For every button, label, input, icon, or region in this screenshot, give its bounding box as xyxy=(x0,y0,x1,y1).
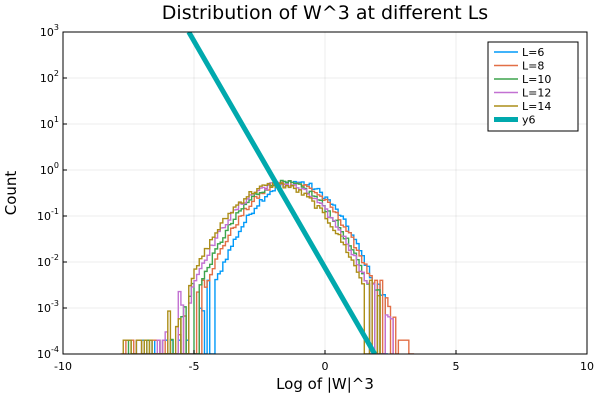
x-tick-label: 5 xyxy=(453,360,460,373)
legend-label: L=6 xyxy=(522,46,544,59)
x-tick-label: -5 xyxy=(189,360,200,373)
x-tick-label: -10 xyxy=(54,360,72,373)
legend-label: L=12 xyxy=(522,87,551,100)
y-tick-label: 103 xyxy=(40,23,59,39)
series-y6 xyxy=(186,32,377,354)
y-tick-label: 10-1 xyxy=(37,207,59,223)
y-axis-label: Count xyxy=(2,171,20,216)
legend-box xyxy=(487,41,579,132)
y-tick-label: 101 xyxy=(40,115,59,131)
legend-label: L=14 xyxy=(522,100,551,113)
y-tick-label: 102 xyxy=(40,69,59,85)
y-tick-label: 10-4 xyxy=(37,345,59,361)
legend-label: y6 xyxy=(522,114,536,127)
legend-label: L=10 xyxy=(522,73,551,86)
y-axis-ticks: 10-4 10-3 10-2 10-1 100 101 102 103 xyxy=(37,23,67,361)
x-axis-ticks: -10 -5 0 5 10 xyxy=(54,350,594,373)
y-tick-label: 10-2 xyxy=(37,253,59,269)
series-l-12 xyxy=(133,181,394,354)
chart-title: Distribution of W^3 at different Ls xyxy=(162,2,488,24)
series-l-6 xyxy=(135,180,388,354)
series-l-14 xyxy=(122,182,381,354)
x-tick-label: 0 xyxy=(322,360,329,373)
y-tick-label: 100 xyxy=(40,161,59,177)
y-tick-label: 10-3 xyxy=(37,299,59,315)
x-tick-label: 10 xyxy=(580,360,594,373)
plot-area xyxy=(120,32,415,354)
legend-label: L=8 xyxy=(522,60,544,73)
x-axis-label: Log of |W|^3 xyxy=(276,375,374,393)
